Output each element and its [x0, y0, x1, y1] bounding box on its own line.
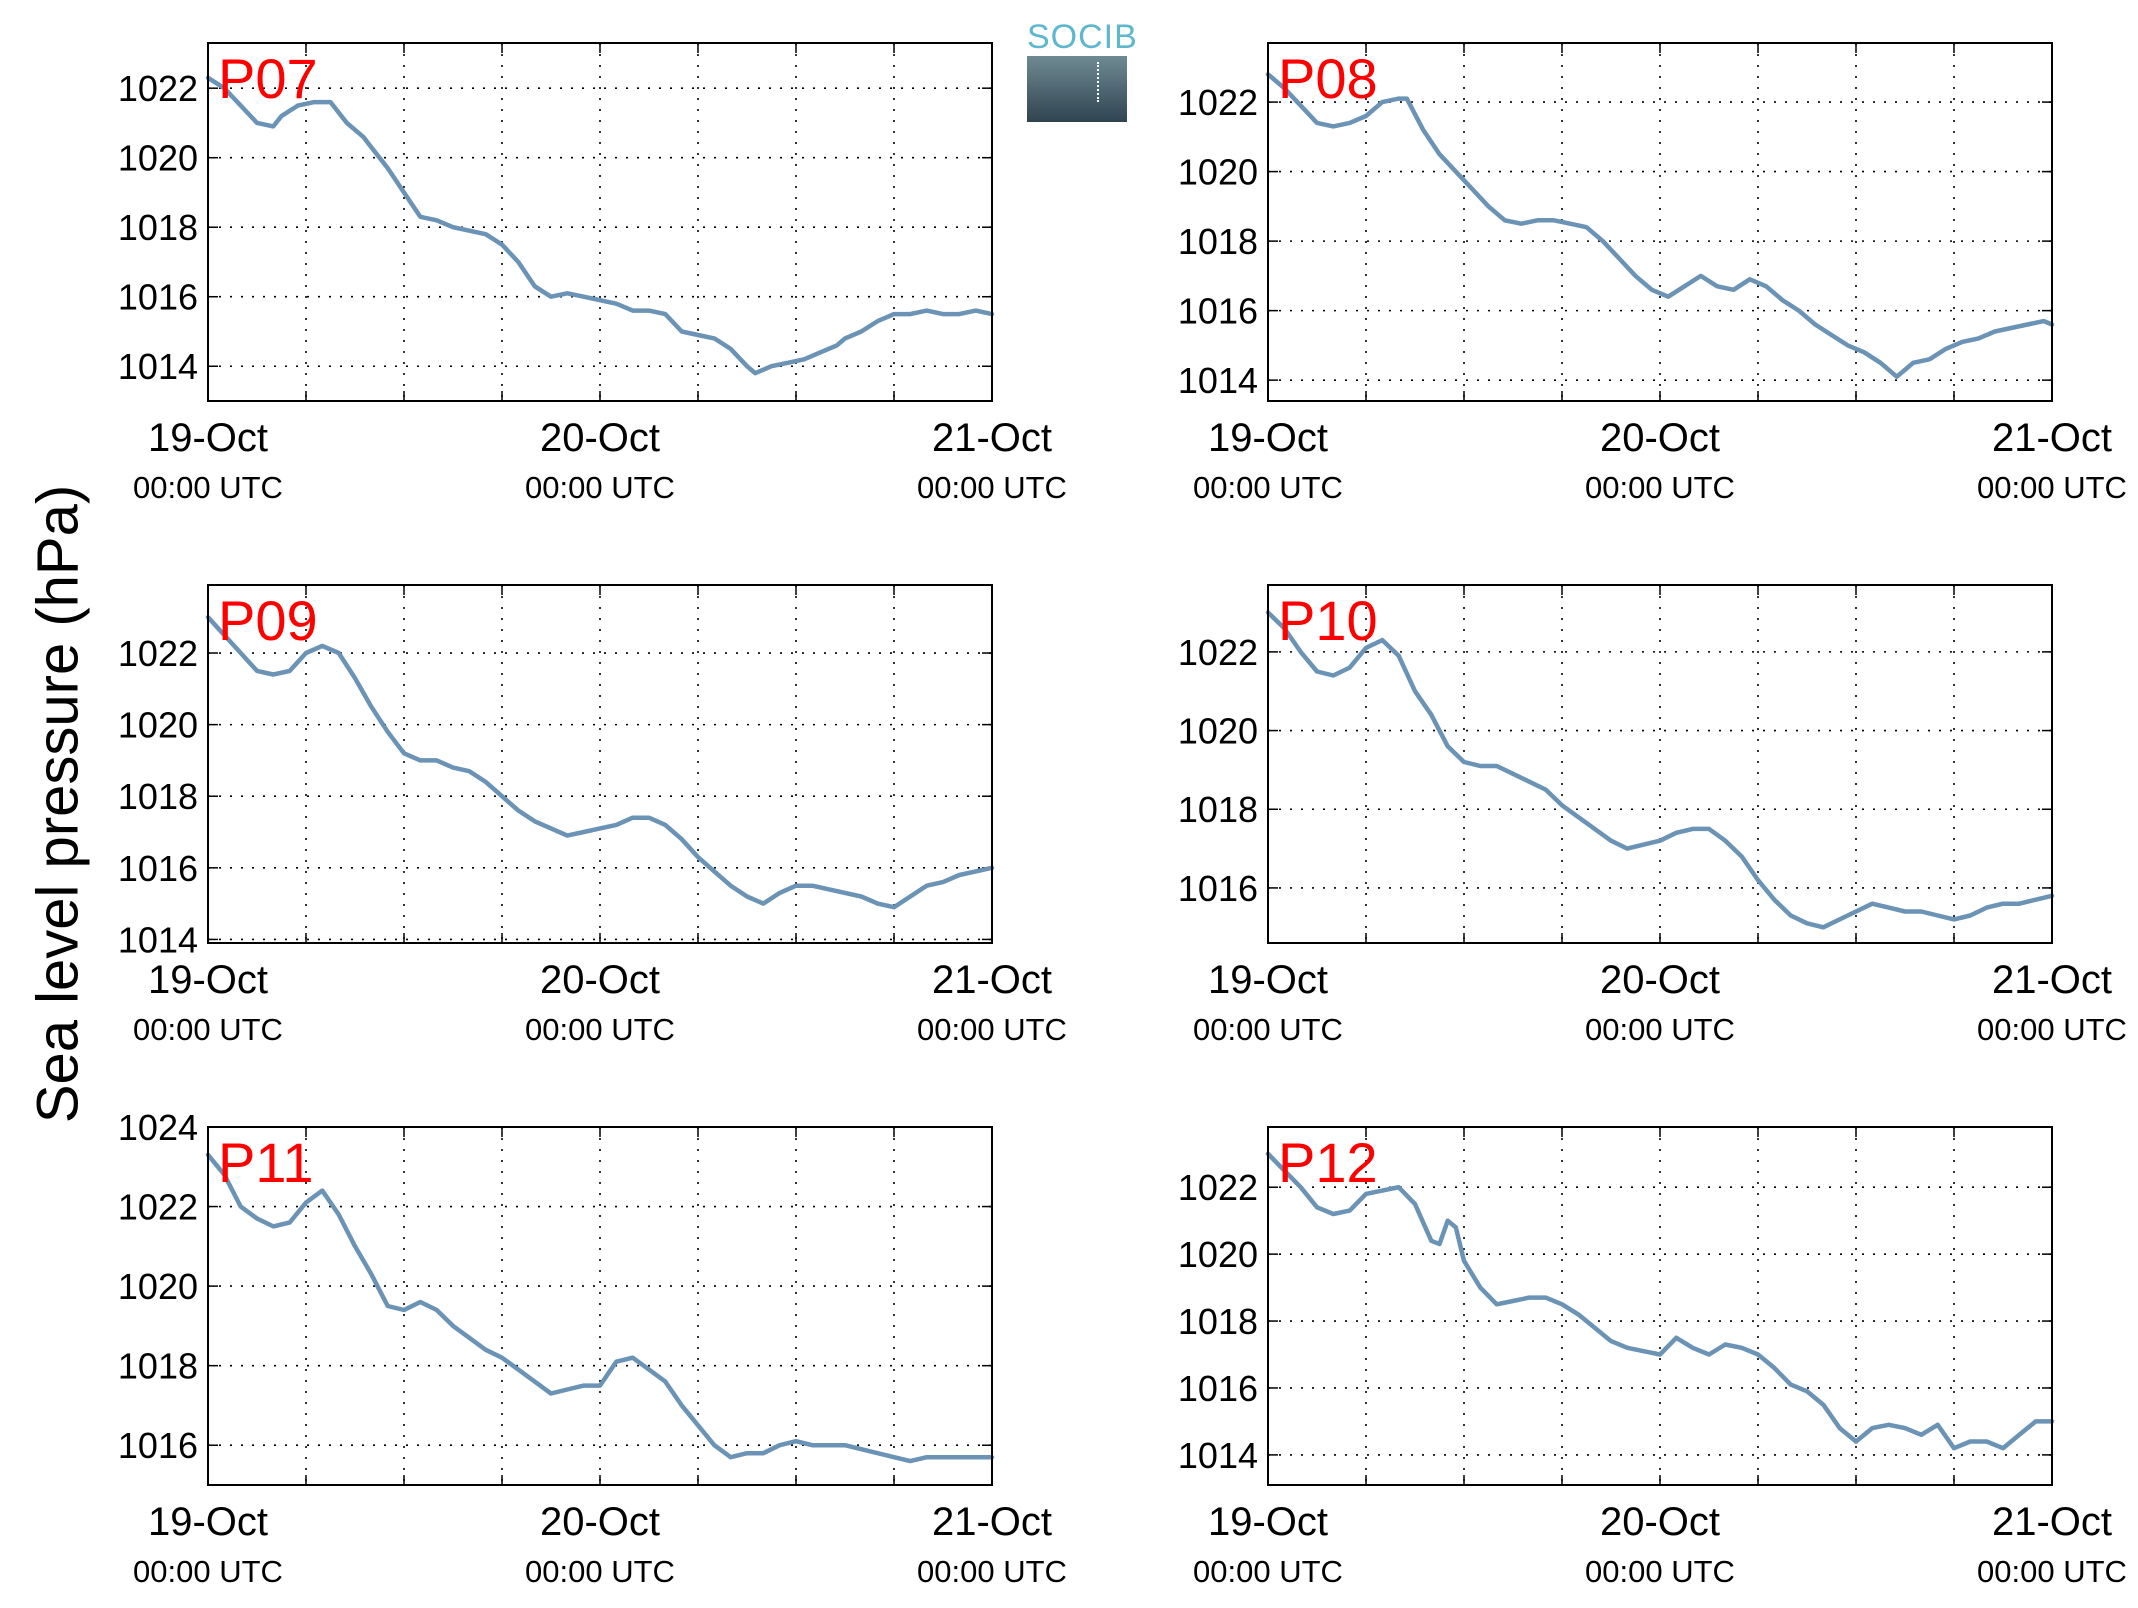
y-tick-label: 1016 [118, 1425, 198, 1466]
y-tick-label: 1018 [1178, 221, 1258, 262]
y-tick-label: 1016 [118, 277, 198, 318]
y-tick-label: 1014 [1178, 360, 1258, 401]
x-tick-date-label: 21-Oct [1992, 416, 2112, 460]
y-tick-label: 1016 [1178, 868, 1258, 909]
y-tick-label: 1020 [118, 1266, 198, 1307]
x-tick-time-label: 00:00 UTC [917, 1554, 1067, 1589]
x-tick-date-label: 21-Oct [932, 416, 1052, 460]
x-tick-date-label: 19-Oct [1208, 958, 1328, 1002]
x-tick-date-label: 21-Oct [932, 958, 1052, 1002]
x-tick-date-label: 20-Oct [540, 958, 660, 1002]
y-tick-label: 1022 [118, 68, 198, 109]
y-tick-label: 1022 [1178, 1167, 1258, 1208]
chart-panel-p08: 1014 1016 1018 1020 1022 19-Oct 00:00 UTC 20-Oc… [1178, 42, 2127, 505]
chart-panel-p10: 1016 1018 1020 1022 19-Oct 00:00 UTC 20-Oct 00:… [1178, 584, 2127, 1047]
x-tick-time-label: 00:00 UTC [133, 1012, 283, 1047]
x-tick-date-label: 20-Oct [540, 416, 660, 460]
x-tick-time-label: 00:00 UTC [917, 1012, 1067, 1047]
pressure-series-line [205, 1152, 995, 1464]
station-label: P07 [218, 47, 318, 110]
x-tick-date-label: 19-Oct [148, 958, 268, 1002]
pressure-series-line [205, 614, 995, 910]
x-tick-date-label: 19-Oct [148, 1500, 268, 1544]
x-tick-time-label: 00:00 UTC [1585, 1554, 1735, 1589]
axes-frame [207, 584, 993, 944]
x-tick-date-label: 19-Oct [1208, 1500, 1328, 1544]
y-tick-label: 1022 [118, 633, 198, 674]
x-tick-time-label: 00:00 UTC [1193, 470, 1343, 505]
y-tick-label: 1018 [1178, 1301, 1258, 1342]
y-tick-label: 1020 [1178, 711, 1258, 752]
y-tick-label: 1020 [1178, 1234, 1258, 1275]
y-tick-label: 1018 [118, 207, 198, 248]
x-tick-date-label: 21-Oct [1992, 1500, 2112, 1544]
station-label: P08 [1278, 47, 1378, 110]
y-tick-label: 1014 [118, 919, 198, 960]
pressure-series-line [205, 75, 995, 376]
y-tick-label: 1016 [1178, 291, 1258, 332]
y-tick-label: 1016 [1178, 1368, 1258, 1409]
axes-frame [207, 1126, 993, 1486]
x-tick-time-label: 00:00 UTC [1193, 1012, 1343, 1047]
axes-frame [1267, 42, 2053, 402]
axes-frame [1267, 1126, 2053, 1486]
x-tick-date-label: 20-Oct [1600, 1500, 1720, 1544]
chart-panel-p09: 1014 1016 1018 1020 1022 19-Oct 00:00 UTC 20-Oc… [118, 584, 1067, 1047]
x-tick-time-label: 00:00 UTC [133, 470, 283, 505]
chart-panel-p12: 1014 1016 1018 1020 1022 19-Oct 00:00 UTC 20-Oc… [1178, 1126, 2127, 1589]
x-tick-time-label: 00:00 UTC [133, 1554, 283, 1589]
x-tick-date-label: 21-Oct [932, 1500, 1052, 1544]
x-tick-date-label: 21-Oct [1992, 958, 2112, 1002]
x-tick-time-label: 00:00 UTC [1193, 1554, 1343, 1589]
y-tick-label: 1016 [118, 848, 198, 889]
y-tick-label: 1024 [118, 1107, 198, 1148]
axes-frame [1267, 584, 2053, 944]
x-tick-date-label: 19-Oct [1208, 416, 1328, 460]
x-tick-time-label: 00:00 UTC [1585, 470, 1735, 505]
chart-panel-p11: 1016 1018 1020 1022 1024 19-Oct 00:00 UTC 20-Oc… [118, 1107, 1067, 1589]
x-tick-time-label: 00:00 UTC [1977, 1554, 2127, 1589]
axes-frame [207, 42, 993, 402]
x-tick-time-label: 00:00 UTC [525, 470, 675, 505]
y-tick-label: 1022 [1178, 632, 1258, 673]
x-tick-time-label: 00:00 UTC [525, 1012, 675, 1047]
y-tick-label: 1018 [118, 776, 198, 817]
y-tick-label: 1020 [1178, 152, 1258, 193]
x-tick-time-label: 00:00 UTC [917, 470, 1067, 505]
y-tick-label: 1022 [118, 1187, 198, 1228]
pressure-series-line [1265, 72, 2055, 379]
x-tick-date-label: 20-Oct [1600, 958, 1720, 1002]
station-label: P10 [1278, 589, 1378, 652]
x-tick-time-label: 00:00 UTC [1585, 1012, 1735, 1047]
y-tick-label: 1014 [1178, 1435, 1258, 1476]
x-tick-time-label: 00:00 UTC [1977, 1012, 2127, 1047]
x-tick-date-label: 19-Oct [148, 416, 268, 460]
x-tick-date-label: 20-Oct [1600, 416, 1720, 460]
x-tick-time-label: 00:00 UTC [525, 1554, 675, 1589]
station-label: P09 [218, 589, 318, 652]
x-tick-time-label: 00:00 UTC [1977, 470, 2127, 505]
y-tick-label: 1020 [118, 705, 198, 746]
pressure-series-line [1265, 1151, 2055, 1451]
y-tick-label: 1018 [118, 1346, 198, 1387]
station-label: P11 [218, 1131, 313, 1194]
y-tick-label: 1018 [1178, 789, 1258, 830]
logo-dotted-line [1097, 62, 1101, 102]
socib-logo: SOCIB [1027, 18, 1138, 122]
logo-text: SOCIB [1027, 18, 1138, 56]
station-label: P12 [1278, 1131, 1378, 1194]
y-tick-label: 1022 [1178, 82, 1258, 123]
chart-panel-p07: 1014 1016 1018 1020 1022 19-Oct 00:00 UTC 20-Oc… [118, 42, 1067, 505]
x-tick-date-label: 20-Oct [540, 1500, 660, 1544]
pressure-series-line [1265, 610, 2055, 930]
y-tick-label: 1014 [118, 346, 198, 387]
logo-graphic [1027, 56, 1127, 122]
y-tick-label: 1020 [118, 138, 198, 179]
